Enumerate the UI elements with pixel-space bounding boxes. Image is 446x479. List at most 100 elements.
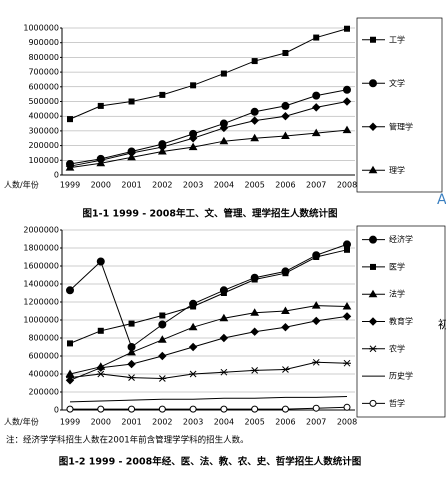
legend-label: 医学	[389, 261, 405, 271]
marker	[313, 34, 320, 41]
y-tick-label: 200000	[28, 141, 59, 150]
marker	[282, 49, 289, 56]
y-tick-label: 2000000	[23, 226, 59, 235]
marker	[282, 270, 289, 277]
marker	[128, 405, 136, 413]
marker	[220, 70, 227, 77]
marker	[127, 152, 136, 161]
y-tick-label: 600000	[28, 352, 59, 361]
marker	[251, 58, 258, 65]
marker	[250, 367, 259, 374]
series-line	[69, 243, 348, 348]
marker	[281, 111, 290, 121]
marker	[127, 347, 136, 356]
marker	[190, 303, 197, 310]
marker	[250, 327, 259, 336]
marker	[97, 102, 104, 109]
legend-marker	[369, 79, 377, 88]
marker	[128, 320, 135, 327]
marker	[189, 370, 198, 378]
side-mark: 初	[438, 317, 446, 331]
marker	[158, 351, 167, 361]
marker	[251, 405, 259, 413]
x-tick-label: 2005	[244, 181, 264, 190]
y-tick-label: 900000	[28, 38, 59, 47]
legend-marker	[368, 122, 378, 131]
x-tick-label: 2001	[121, 181, 141, 190]
chart-title: 图1-2 1999 - 2008年经、医、法、教、农、史、哲学招生人数统计图	[59, 456, 361, 468]
marker	[189, 405, 197, 413]
legend-label: 管理学	[389, 121, 413, 131]
marker	[158, 405, 166, 413]
y-tick-label: 400000	[28, 112, 59, 121]
y-tick-label: 300000	[28, 126, 59, 135]
marker	[188, 342, 198, 352]
series-line	[70, 406, 348, 410]
marker	[67, 340, 73, 347]
marker	[342, 125, 352, 134]
marker	[219, 123, 229, 133]
y-tick-label: 400000	[28, 370, 59, 379]
y-tick-label: 600000	[28, 82, 59, 91]
y-tick-label: 200000	[28, 388, 59, 397]
series-line	[69, 305, 348, 375]
marker	[157, 335, 167, 343]
marker	[343, 359, 351, 367]
marker	[342, 97, 352, 106]
marker	[188, 134, 198, 143]
x-tick-label: 2001	[121, 418, 141, 427]
x-tick-label: 2002	[152, 181, 172, 190]
y-tick-label: 500000	[28, 97, 59, 106]
legend-label: 教育学	[389, 316, 413, 326]
y-tick-label: 1000000	[23, 316, 59, 325]
marker	[312, 316, 321, 326]
legend-box	[356, 17, 443, 193]
marker	[66, 405, 74, 413]
legend-label: 哲学	[389, 398, 405, 408]
x-axis-label: 人数/年份	[4, 180, 39, 190]
y-tick-label: 0	[54, 406, 59, 415]
marker	[219, 333, 229, 343]
marker	[281, 366, 290, 373]
side-mark: A	[437, 192, 446, 208]
marker	[66, 374, 74, 381]
x-tick-label: 2005	[244, 418, 264, 427]
x-axis-label: 人数/年份	[4, 417, 39, 427]
x-tick-label: 2008	[337, 418, 357, 427]
marker	[250, 107, 259, 116]
x-tick-label: 2008	[337, 181, 357, 190]
legend-label: 法学	[389, 289, 405, 299]
x-tick-label: 1999	[60, 181, 80, 190]
series-line	[69, 28, 348, 120]
marker	[97, 327, 104, 334]
y-tick-label: 100000	[28, 156, 59, 165]
marker	[281, 131, 290, 140]
x-tick-label: 2002	[152, 418, 172, 427]
y-tick-label: 1000000	[23, 24, 59, 33]
marker	[312, 103, 321, 112]
series-line	[69, 129, 348, 169]
marker	[96, 370, 105, 378]
y-tick-label: 800000	[28, 53, 59, 62]
x-tick-label: 1999	[60, 418, 80, 427]
marker	[157, 146, 167, 155]
marker	[65, 163, 75, 171]
legend-marker	[369, 399, 377, 407]
marker	[311, 301, 321, 309]
marker	[96, 158, 106, 167]
marker	[312, 91, 321, 100]
marker	[219, 368, 228, 376]
marker	[96, 363, 105, 372]
x-tick-label: 2000	[91, 181, 111, 190]
series-line	[69, 315, 348, 381]
legend-label: 经济学	[389, 234, 413, 244]
y-tick-label: 800000	[28, 334, 59, 343]
marker	[251, 276, 258, 283]
marker	[281, 306, 290, 314]
marker	[250, 116, 259, 125]
marker	[158, 320, 167, 329]
legend-marker	[370, 36, 376, 43]
marker	[219, 313, 229, 322]
series-line	[69, 101, 348, 167]
y-tick-label: 0	[54, 171, 59, 180]
